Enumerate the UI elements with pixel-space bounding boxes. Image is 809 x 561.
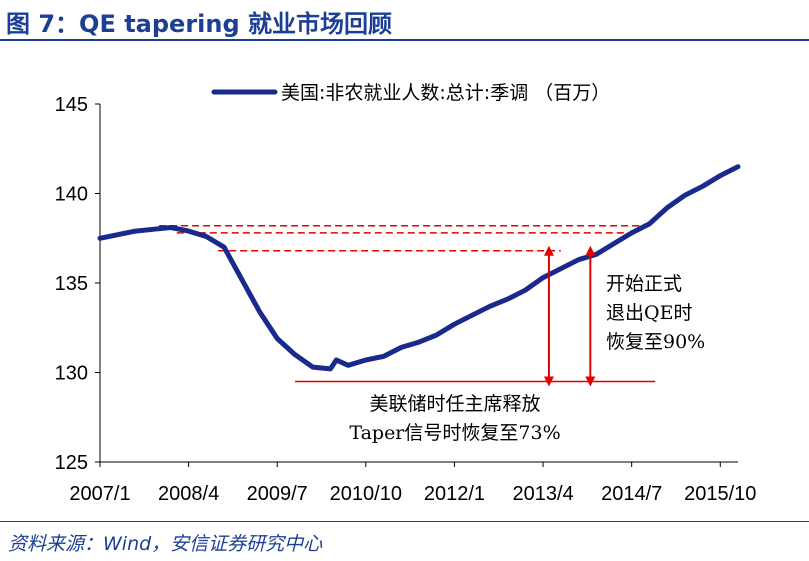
qe-exit-annotation: 开始正式 — [606, 273, 682, 295]
legend-label: 美国:非农就业人数:总计:季调 （百万） — [281, 82, 610, 104]
x-tick-label: 2014/7 — [601, 483, 662, 505]
footer-divider — [0, 521, 809, 522]
y-tick-label: 140 — [55, 184, 88, 206]
y-tick-label: 135 — [55, 273, 88, 295]
series-layer — [97, 164, 741, 372]
x-tick-label: 2013/4 — [512, 483, 573, 505]
taper-signal-annotation: 美联储时任主席释放 — [369, 393, 540, 415]
y-tick-label: 130 — [55, 363, 88, 385]
legend: 美国:非农就业人数:总计:季调 （百万） — [211, 82, 610, 104]
axes: 125 130 135 140 145 2007/1 2008/4 2009/7 2010/10… — [55, 94, 757, 505]
x-tick-label: 2007/1 — [69, 483, 130, 505]
x-tick-label: 2009/7 — [247, 483, 308, 505]
figure-title: 图 7：QE tapering 就业市场回顾 — [6, 10, 393, 38]
qe-exit-annotation: 恢复至90% — [606, 331, 705, 353]
title-divider — [0, 39, 809, 41]
taper-signal-annotation: Taper信号时恢复至73% — [349, 422, 560, 444]
x-tick-label: 2015/10 — [684, 483, 756, 505]
y-tick-label: 145 — [55, 94, 88, 116]
source-note: 资料来源：Wind，安信证券研究中心 — [8, 533, 323, 555]
series-line-nonfarm-payrolls — [97, 164, 741, 372]
x-tick-label: 2010/10 — [330, 483, 402, 505]
reference-lines — [159, 224, 656, 383]
y-tick-label: 125 — [55, 452, 88, 474]
x-tick-label: 2012/1 — [424, 483, 485, 505]
x-tick-label: 2008/4 — [158, 483, 219, 505]
qe-exit-annotation: 退出QE时 — [606, 302, 692, 324]
